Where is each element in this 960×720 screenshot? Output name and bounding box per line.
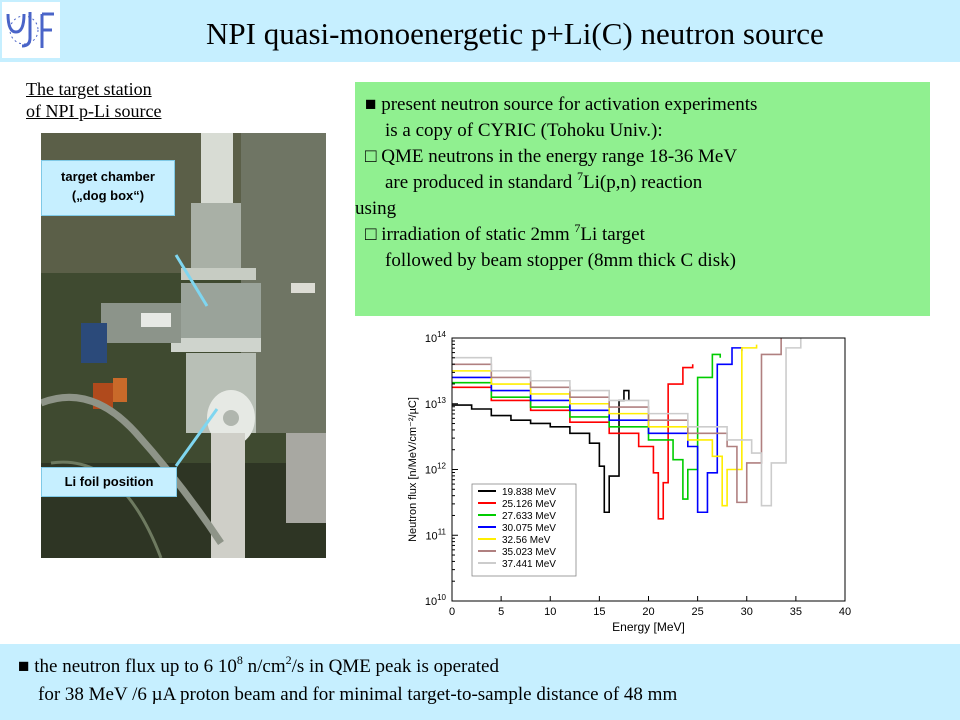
legend-box <box>471 483 577 577</box>
summary-line-1-text: ■ the neutron flux up to 6 10 <box>18 656 237 677</box>
legend-label: 32.56 MeV <box>502 535 551 546</box>
summary-unit-exponent: 2 <box>285 653 292 667</box>
y-tick-label: 1014 <box>425 330 447 345</box>
legend-label: 30.075 MeV <box>502 523 556 534</box>
y-tick-label: 1011 <box>425 527 446 542</box>
x-tick-label: 20 <box>642 606 654 618</box>
info-line-4-superscript: 7 <box>577 169 584 183</box>
x-tick-label: 40 <box>839 606 851 618</box>
info-box: ■ present neutron source for activation … <box>355 82 930 316</box>
summary-line-2: for 38 MeV /6 µA proton beam and for min… <box>38 684 678 705</box>
info-line-4-reaction: Li(p,n) reaction <box>583 172 703 193</box>
series-line <box>452 389 630 514</box>
y-tick-label: 1010 <box>425 593 447 608</box>
photo-caption: The target station of NPI p-Li source <box>26 78 161 122</box>
x-tick-label: 5 <box>498 606 504 618</box>
legend-label: 25.126 MeV <box>502 499 556 510</box>
info-line-5: using <box>355 198 397 219</box>
info-line-3: □ QME neutrons in the energy range 18-36… <box>365 146 738 167</box>
page-title: NPI quasi-monoenergetic p+Li(C) neutron … <box>206 16 824 51</box>
callout-target-chamber: target chamber („dog box“) <box>41 160 175 216</box>
info-line-6: □ irradiation of static 2mm 7Li target <box>365 222 645 248</box>
y-tick-label: 1013 <box>425 396 447 411</box>
info-line-6-target: Li target <box>580 224 645 245</box>
summary-line-1-tail: /s in QME peak is operated <box>291 656 499 677</box>
x-tick-label: 0 <box>449 606 455 618</box>
header-bar <box>0 0 960 62</box>
x-axis-label: Energy [MeV] <box>612 620 685 634</box>
x-tick-label: 35 <box>790 606 802 618</box>
y-axis-label: Neutron flux [n/MeV/cm⁻²/µC] <box>407 397 419 542</box>
series-line <box>452 338 802 507</box>
summary-line-1: ■ the neutron flux up to 6 108 n/cm2/s i… <box>18 654 499 680</box>
y-tick-label: 1012 <box>425 462 447 477</box>
summary-exponent: 8 <box>236 653 243 667</box>
callout-target-chamber-line2: („dog box“) <box>71 188 145 203</box>
legend-label: 35.023 MeV <box>502 547 556 558</box>
neutron-flux-chart: 0 5 10 15 20 25 30 35 40 1010 1011 1012 1013 1014 Ener… <box>407 330 851 634</box>
series-line <box>452 353 722 500</box>
info-line-1: ■ present neutron source for activation … <box>365 94 758 115</box>
x-tick-label: 30 <box>741 606 753 618</box>
info-line-2: is a copy of CYRIC (Tohoku Univ.): <box>385 120 663 141</box>
x-tick-label: 15 <box>593 606 605 618</box>
info-line-6-superscript: 7 <box>574 221 581 235</box>
callout-target-chamber-line1: target chamber <box>61 169 155 184</box>
photo-caption-line2: of NPI p-Li source <box>26 101 162 121</box>
institute-logo <box>2 2 60 58</box>
legend-label: 37.441 MeV <box>502 559 556 570</box>
callout-li-foil: Li foil position <box>41 467 177 497</box>
legend-label: 27.633 MeV <box>502 511 556 522</box>
x-tick-label: 10 <box>544 606 556 618</box>
x-tick-label: 25 <box>692 606 704 618</box>
bottom-summary: ■ the neutron flux up to 6 108 n/cm2/s i… <box>0 644 960 720</box>
photo-caption-line1: The target station <box>26 79 152 99</box>
summary-unit: n/cm <box>242 656 286 677</box>
info-line-7: followed by beam stopper (8mm thick C di… <box>385 250 736 271</box>
info-line-4: are produced in standard 7Li(p,n) reacti… <box>385 170 702 196</box>
info-line-6-text: □ irradiation of static 2mm <box>365 224 575 245</box>
legend-label: 19.838 MeV <box>502 487 556 498</box>
info-line-4-text: are produced in standard <box>385 172 578 193</box>
